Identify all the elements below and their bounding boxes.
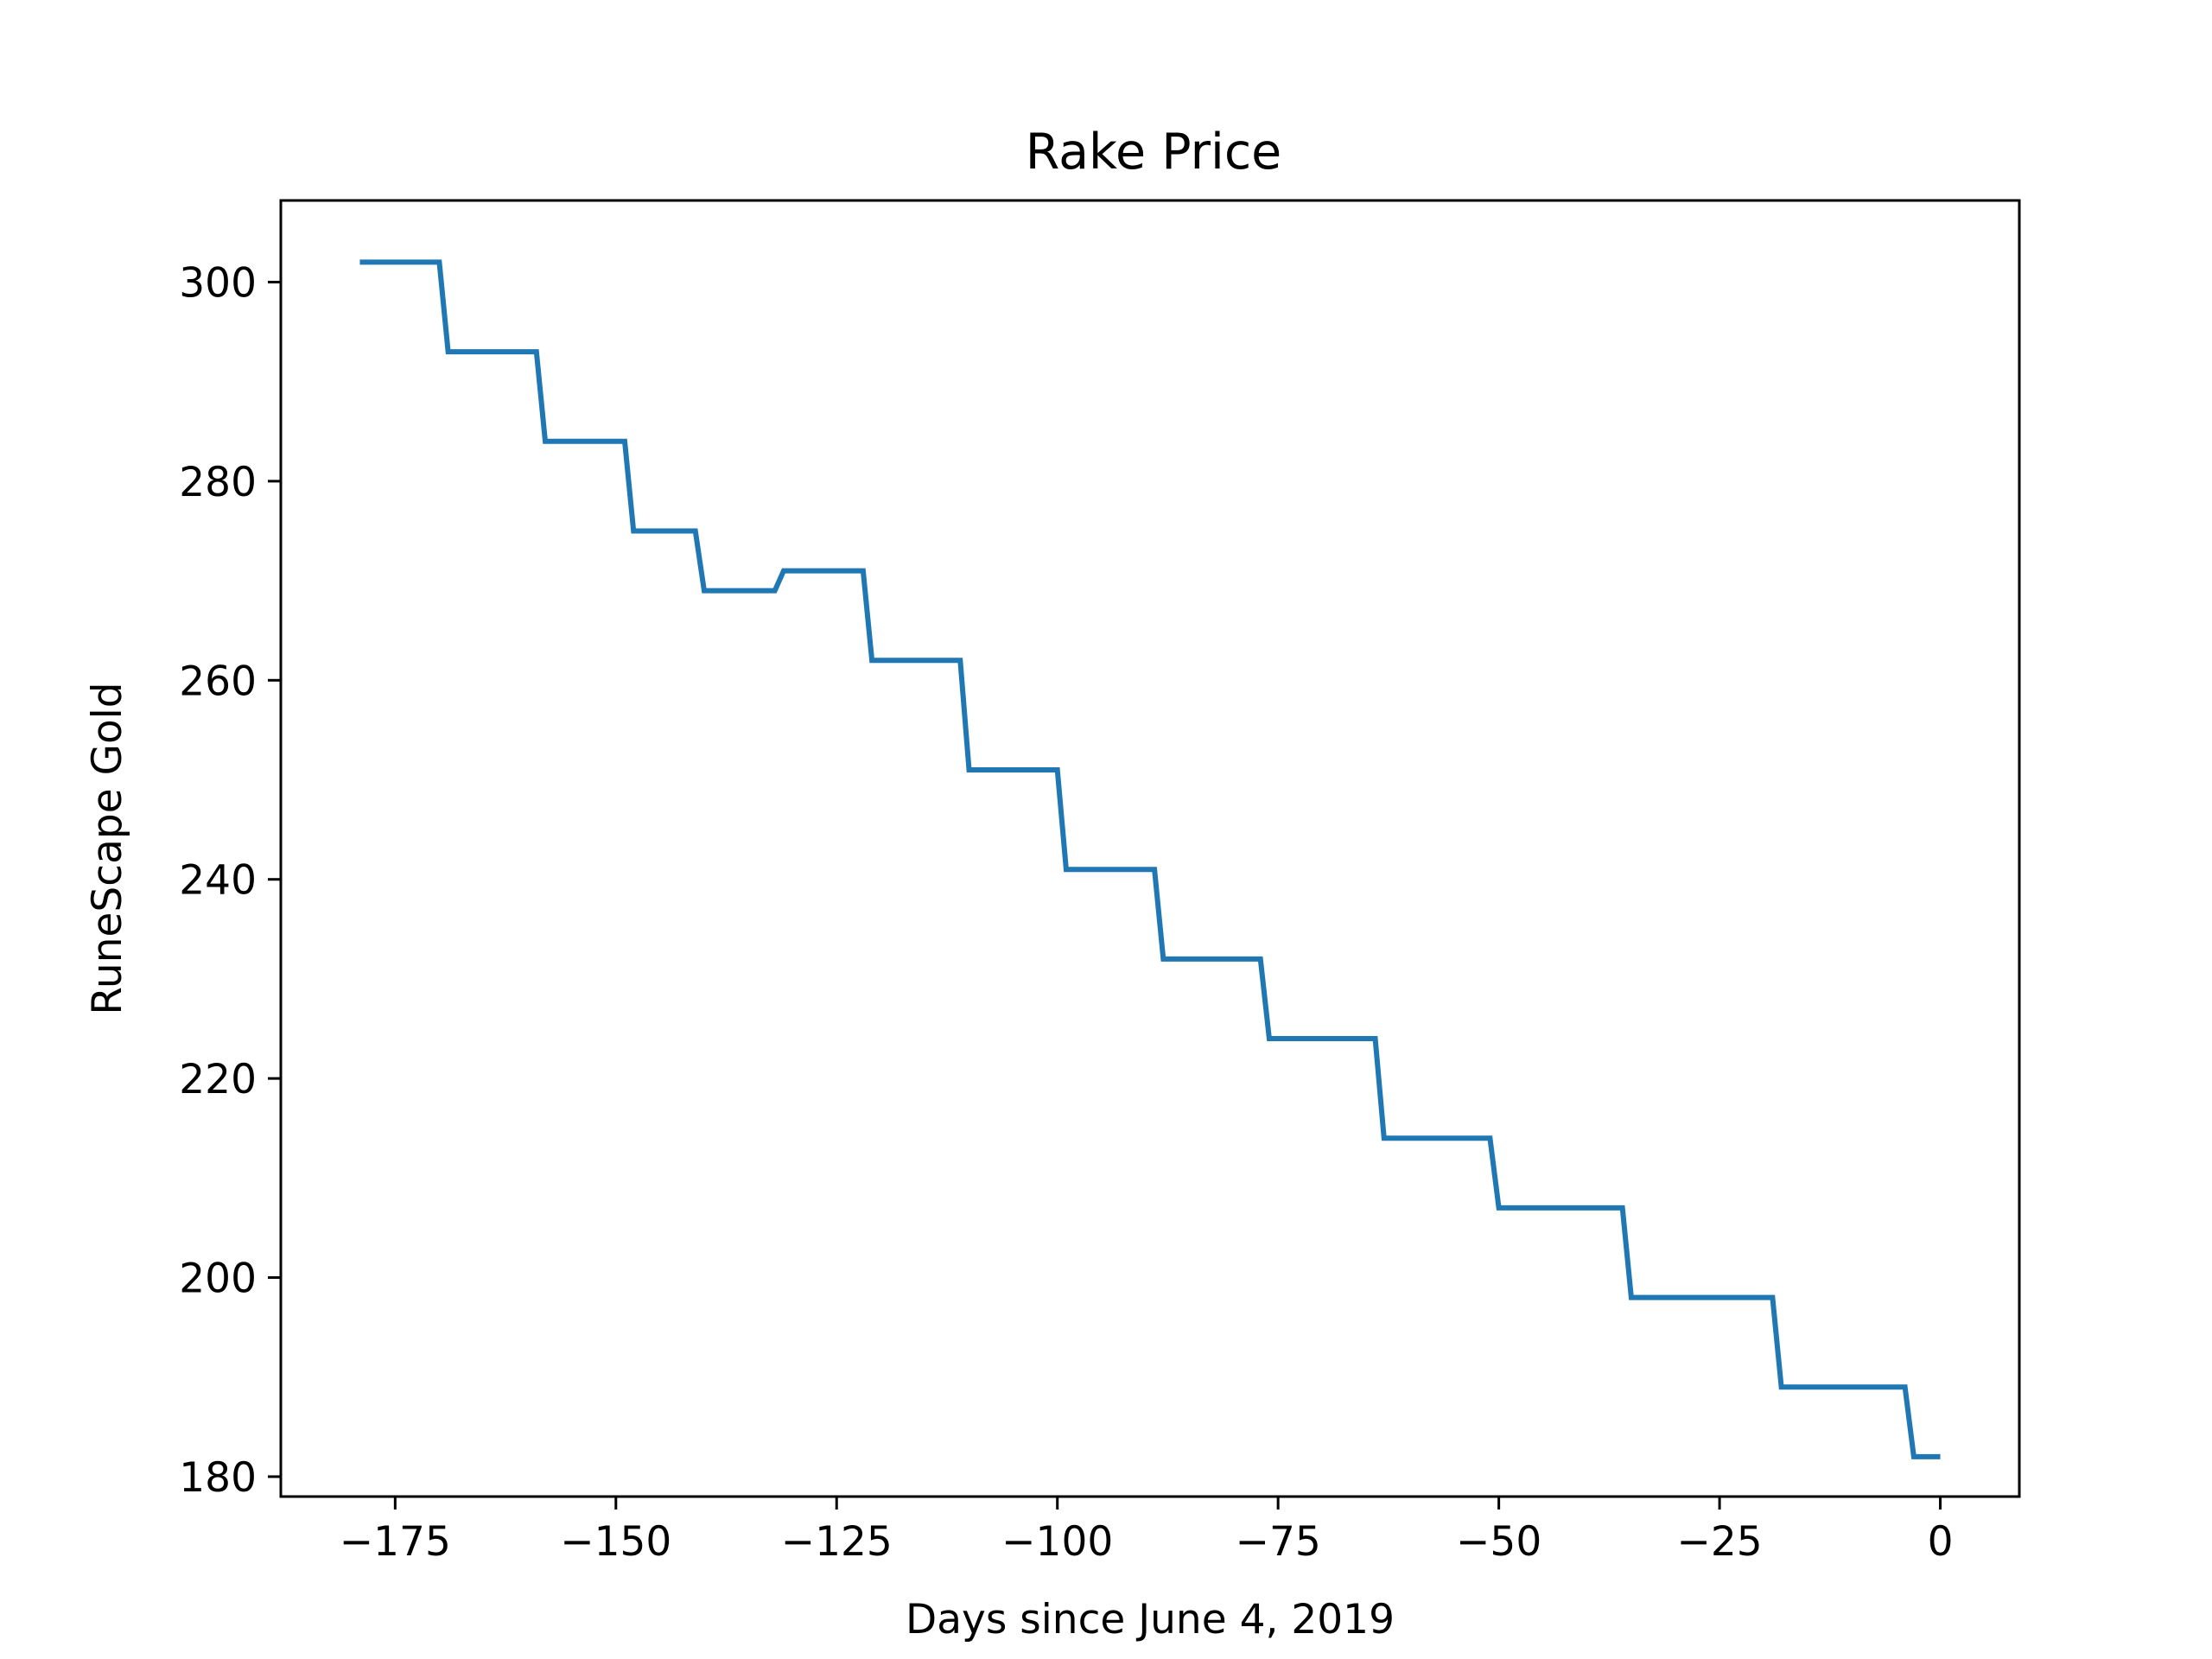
x-axis-title: Days since June 4, 2019 (906, 1596, 1395, 1643)
y-tick-label: 200 (179, 1255, 257, 1303)
series-layer (359, 259, 1941, 1459)
y-tick-label: 180 (179, 1454, 257, 1502)
x-tick-label: −75 (1236, 1518, 1321, 1566)
y-axis: 180 200 220 240 260 280 300 (179, 259, 281, 1502)
y-tick-label: 220 (179, 1056, 257, 1103)
y-tick-label: 300 (179, 259, 257, 307)
x-tick-label: −100 (1001, 1518, 1113, 1566)
x-tick-label: −175 (340, 1518, 451, 1566)
x-tick-label: −125 (781, 1518, 893, 1566)
x-tick-label: −25 (1676, 1518, 1762, 1566)
x-axis: −175 −150 −125 −100 −75 −50 −25 0 (340, 1497, 1954, 1566)
y-tick-label: 240 (179, 857, 257, 905)
x-tick-label: 0 (1928, 1518, 1954, 1566)
plot-area (279, 199, 2021, 1498)
series-line-0 (359, 259, 1941, 1459)
y-axis-title: RuneScape Gold (84, 682, 131, 1014)
axes-frame (279, 199, 2021, 1498)
y-tick-label: 280 (179, 459, 257, 506)
chart-title: Rake Price (1026, 124, 1282, 181)
y-tick-label: 260 (179, 658, 257, 705)
x-tick-label: −50 (1456, 1518, 1541, 1566)
x-tick-label: −150 (560, 1518, 671, 1566)
